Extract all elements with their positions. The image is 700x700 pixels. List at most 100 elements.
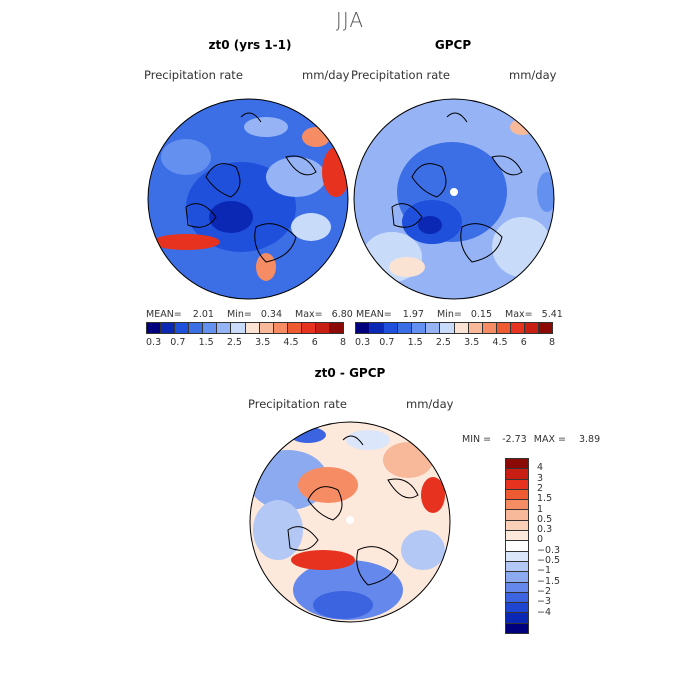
model-mean-label: MEAN= — [146, 309, 182, 320]
colorbar-tick-label: 4.5 — [283, 337, 299, 348]
colorbar-swatch — [482, 323, 497, 333]
model-field-label: Precipitation rate — [144, 68, 243, 82]
obs-max-label: Max= — [505, 309, 533, 320]
colorbar-swatch — [370, 323, 385, 333]
diff-colorbar — [505, 458, 529, 635]
colorbar-tick-label: −4 — [537, 606, 552, 618]
obs-panel-title: GPCP — [434, 38, 472, 52]
diff-panel-title: zt0 - GPCP — [314, 366, 386, 380]
colorbar-swatch — [398, 323, 413, 333]
diff-min-label: MIN = — [462, 434, 492, 445]
colorbar-tick-label: 3 — [537, 472, 544, 484]
colorbar-swatch — [217, 323, 232, 333]
colorbar-swatch — [506, 623, 528, 634]
colorbar-tick-label: −1.5 — [537, 575, 561, 587]
obs-min-label: Min= — [436, 309, 462, 320]
colorbar-tick-label: 4.5 — [492, 337, 508, 348]
colorbar-tick-label: 8 — [549, 337, 556, 348]
obs-field-label: Precipitation rate — [351, 68, 450, 82]
colorbar-tick-label: 0.3 — [146, 337, 162, 348]
colorbar-swatch — [287, 323, 302, 333]
colorbar-swatch — [245, 323, 260, 333]
diff-max-label: MAX = — [533, 434, 566, 445]
colorbar-swatch — [506, 520, 528, 532]
diff-min-value: -2.73 — [502, 434, 527, 445]
model-stats: MEAN= 2.01 Min= 0.34 Max= 6.80 — [146, 309, 353, 320]
model-max-value: 6.80 — [331, 309, 353, 320]
colorbar-swatch — [259, 323, 274, 333]
colorbar-tick-label: 8 — [340, 337, 347, 348]
diff-stats: MIN = -2.73 MAX = 3.89 — [462, 434, 600, 445]
colorbar-swatch — [468, 323, 483, 333]
colorbar-swatch — [506, 582, 528, 593]
obs-polar-map — [353, 98, 555, 300]
colorbar-tick-label: 0.7 — [379, 337, 395, 348]
colorbar-tick-label: 0.5 — [537, 513, 553, 525]
colorbar-swatch — [301, 323, 316, 333]
colorbar-swatch — [506, 531, 528, 542]
colorbar-swatch — [203, 323, 218, 333]
model-colorbar — [146, 322, 344, 334]
colorbar-swatch — [273, 323, 288, 333]
colorbar-tick-label: 3.5 — [255, 337, 271, 348]
colorbar-swatch — [426, 323, 441, 333]
model-mean-value: 2.01 — [192, 309, 214, 320]
colorbar-swatch — [189, 323, 204, 333]
colorbar-swatch — [175, 323, 190, 333]
colorbar-swatch — [454, 323, 469, 333]
colorbar-tick-label: 6 — [520, 337, 527, 348]
colorbar-tick-label: 2 — [537, 482, 544, 494]
colorbar-tick-label: −0.3 — [537, 544, 561, 556]
model-units-label: mm/day — [302, 68, 350, 82]
colorbar-tick-label: 0.3 — [537, 524, 553, 536]
colorbar-swatch — [496, 323, 511, 333]
obs-mean-label: MEAN= — [356, 309, 392, 320]
colorbar-swatch — [506, 572, 528, 583]
colorbar-tick-label: 1.5 — [198, 337, 214, 348]
colorbar-tick-label: 0 — [537, 534, 544, 546]
colorbar-swatch — [506, 479, 528, 490]
colorbar-swatch — [231, 323, 246, 333]
colorbar-tick-label: 1 — [537, 503, 544, 515]
colorbar-tick-label: −1 — [537, 565, 552, 577]
model-panel-title: zt0 (yrs 1-1) — [208, 38, 292, 52]
obs-min-value: 0.15 — [470, 309, 492, 320]
colorbar-swatch — [506, 561, 528, 573]
diff-field-label: Precipitation rate — [248, 397, 347, 411]
obs-colorbar-ticks: 0.3 0.7 1.5 2.5 3.5 4.5 6 8 — [355, 337, 556, 349]
colorbar-tick-label: 0.7 — [170, 337, 186, 348]
diff-units-label: mm/day — [406, 397, 454, 411]
colorbar-swatch — [506, 603, 528, 614]
colorbar-swatch — [161, 323, 176, 333]
colorbar-swatch — [506, 489, 528, 501]
colorbar-swatch — [412, 323, 427, 333]
colorbar-swatch — [356, 323, 371, 333]
colorbar-tick-label: −0.5 — [537, 555, 561, 566]
obs-stats: MEAN= 1.97 Min= 0.15 Max= 5.41 — [356, 309, 563, 320]
colorbar-swatch — [539, 323, 553, 333]
diff-polar-map — [249, 421, 451, 623]
obs-units-label: mm/day — [509, 68, 557, 82]
colorbar-tick-label: −2 — [537, 585, 552, 597]
obs-colorbar — [355, 322, 553, 334]
colorbar-swatch — [506, 551, 528, 562]
colorbar-swatch — [524, 323, 540, 333]
colorbar-swatch — [440, 323, 455, 333]
model-max-label: Max= — [295, 309, 323, 320]
diff-max-value: 3.89 — [578, 434, 601, 445]
colorbar-swatch — [506, 613, 528, 624]
colorbar-swatch — [384, 323, 399, 333]
colorbar-tick-label: 1.5 — [407, 337, 423, 348]
colorbar-swatch — [506, 592, 528, 604]
colorbar-swatch — [506, 510, 528, 521]
colorbar-tick-label: 4 — [537, 462, 544, 474]
season-title: JJA — [335, 8, 365, 32]
colorbar-tick-label: 3.5 — [464, 337, 480, 348]
colorbar-swatch — [506, 459, 528, 470]
colorbar-tick-label: 2.5 — [435, 337, 451, 348]
colorbar-swatch — [147, 323, 162, 333]
colorbar-swatch — [506, 541, 528, 552]
model-polar-map — [147, 98, 349, 300]
obs-mean-value: 1.97 — [402, 309, 424, 320]
colorbar-swatch — [330, 323, 344, 333]
